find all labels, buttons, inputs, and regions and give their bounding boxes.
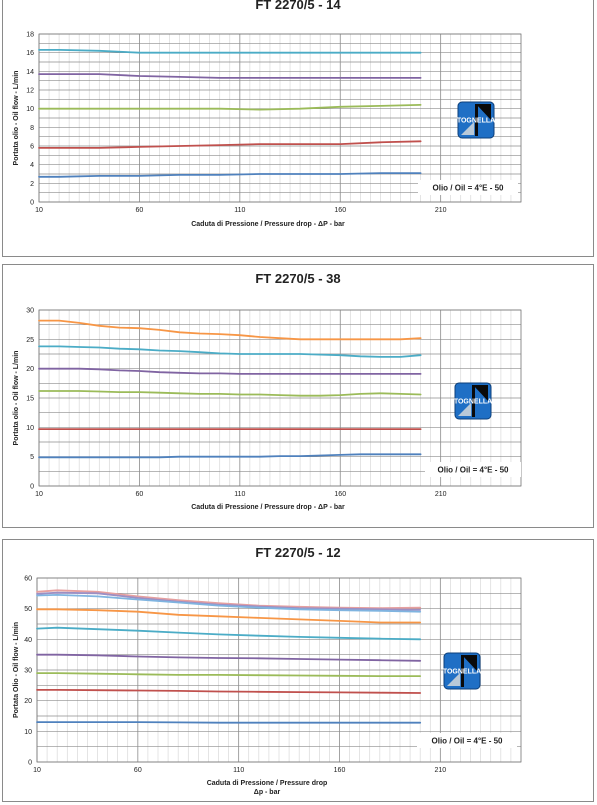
chart-1-series-5 <box>38 172 422 178</box>
chart-1-oil-note: Olio / Oil = 4°E - 50 <box>418 180 518 195</box>
chart-2-series-4 <box>38 390 422 397</box>
chart-2-series-6 <box>38 453 422 459</box>
chart-3-x-axis-label-2: Δp - bar <box>254 789 281 796</box>
chart-3-y-tick: 10 <box>24 729 32 736</box>
chart-2-logo-text: TOGNELLA <box>454 399 492 406</box>
chart-3-x-tick: 210 <box>434 767 446 774</box>
chart-2-x-tick: 160 <box>334 491 346 498</box>
chart-2-tognella-logo: TOGNELLA <box>454 382 492 420</box>
chart-3-x-tick: 10 <box>33 767 41 774</box>
chart-2-grid <box>38 309 522 487</box>
chart-1-x-tick: 10 <box>35 207 43 214</box>
chart-3-title: FT 2270/5 - 12 <box>255 545 340 560</box>
chart-3-oil-note-text: Olio / Oil = 4°E - 50 <box>432 737 504 746</box>
chart-1-logo-text: TOGNELLA <box>457 118 495 125</box>
chart-2-x-tick: 210 <box>435 491 447 498</box>
chart-1-series-4 <box>38 140 422 149</box>
chart-3-oil-note: Olio / Oil = 4°E - 50 <box>417 733 517 748</box>
chart-1-x-tick: 160 <box>334 207 346 214</box>
chart-2-y-axis-label: Portata olio - Oil flow - L/min <box>13 351 20 446</box>
chart-2-title: FT 2270/5 - 38 <box>255 271 340 286</box>
chart-1-y-tick: 18 <box>26 32 34 39</box>
chart-2-x-tick: 60 <box>136 491 144 498</box>
chart-1-tognella-logo: TOGNELLA <box>457 101 495 139</box>
chart-3-y-axis-label: Portata Olio - Oil flow - L/min <box>13 622 20 718</box>
chart-1-y-tick: 14 <box>26 69 34 76</box>
chart-panel-3: FT 2270/5 - 12 0 10 20 30 40 50 60 10 60 110 160 210… <box>2 539 594 802</box>
chart-2-oil-note: Olio / Oil = 4°E - 50 <box>425 462 521 477</box>
chart-1-y-tick: 2 <box>30 181 34 188</box>
chart-3-tognella-logo: TOGNELLA <box>443 652 481 690</box>
chart-3-y-tick: 30 <box>24 668 32 675</box>
chart-2-y-tick: 10 <box>26 425 34 432</box>
chart-3-series-9 <box>36 721 422 724</box>
chart-1-oil-note-text: Olio / Oil = 4°E - 50 <box>433 184 505 193</box>
chart-1-grid <box>38 33 522 203</box>
chart-3-plot-area <box>36 577 522 763</box>
chart-3-series-1 <box>36 589 422 609</box>
chart-2-y-tick: 20 <box>26 366 34 373</box>
chart-2-y-tick: 0 <box>30 484 34 491</box>
chart-1-y-tick: 12 <box>26 88 34 95</box>
chart-3-x-tick: 160 <box>334 767 346 774</box>
chart-panel-2: FT 2270/5 - 38 0 5 10 15 20 25 30 10 60 110 160 210 P… <box>2 264 594 528</box>
chart-3-series-6 <box>36 653 422 662</box>
chart-2-series-2 <box>38 345 422 358</box>
chart-1-plot-area <box>38 33 522 203</box>
chart-1-series-2 <box>38 73 422 79</box>
chart-2-series-1 <box>38 319 422 341</box>
chart-2-x-tick: 10 <box>35 491 43 498</box>
chart-1-y-tick: 6 <box>30 144 34 151</box>
chart-3-y-tick: 50 <box>24 606 32 613</box>
chart-2-series-3 <box>38 367 422 375</box>
chart-2-y-tick: 25 <box>26 337 34 344</box>
chart-3-series-8 <box>36 688 422 694</box>
chart-3-x-tick: 60 <box>134 767 142 774</box>
chart-1-title: FT 2270/5 - 14 <box>255 0 341 12</box>
chart-2-y-tick: 30 <box>26 308 34 315</box>
chart-1-y-tick: 4 <box>30 162 34 169</box>
chart-1-y-tick: 0 <box>30 200 34 207</box>
chart-1-y-tick: 10 <box>26 106 34 113</box>
chart-3-series-7 <box>36 672 422 678</box>
chart-1-y-tick: 8 <box>30 125 34 132</box>
chart-2-oil-note-text: Olio / Oil = 4°E - 50 <box>438 466 510 475</box>
chart-3-series-3 <box>36 594 422 613</box>
chart-1-y-axis-label: Portata olio - Oil flow - L/min <box>13 71 20 166</box>
chart-3-y-tick: 40 <box>24 637 32 644</box>
chart-1-series-1 <box>38 49 422 54</box>
chart-2-plot-area <box>38 309 522 487</box>
chart-panel-1: FT 2270/5 - 14 0 2 4 6 8 10 12 14 16 18 10 60 110 160 2… <box>2 0 594 257</box>
chart-1-series-3 <box>38 104 422 111</box>
chart-1-x-axis-label: Caduta di Pressione / Pressure drop - ΔP… <box>191 221 345 228</box>
chart-1-x-tick: 60 <box>136 207 144 214</box>
chart-3-series-5 <box>36 626 422 641</box>
chart-3-series-4 <box>36 608 422 624</box>
chart-2-x-tick: 110 <box>234 491 245 498</box>
chart-2-x-axis-label: Caduta di Pressione / Pressure drop - ΔP… <box>191 504 345 511</box>
chart-2-y-tick: 5 <box>30 454 34 461</box>
chart-3-y-tick: 60 <box>24 576 32 583</box>
chart-3-y-tick: 0 <box>28 760 32 767</box>
chart-1-x-tick: 210 <box>435 207 447 214</box>
chart-3-y-tick: 20 <box>24 698 32 705</box>
chart-2: FT 2270/5 - 38 0 5 10 15 20 25 30 10 60 110 160 210 P… <box>13 271 522 511</box>
chart-1-y-tick: 16 <box>26 50 34 57</box>
chart-1-x-tick: 110 <box>234 207 245 214</box>
chart-3-logo-text: TOGNELLA <box>443 669 481 676</box>
chart-2-y-tick: 15 <box>26 396 34 403</box>
chart-3-x-tick: 110 <box>233 767 244 774</box>
chart-3-x-axis-label: Caduta di Pressione / Pressure drop <box>207 780 328 787</box>
chart-1: FT 2270/5 - 14 0 2 4 6 8 10 12 14 16 18 10 60 110 160 2… <box>13 0 522 228</box>
